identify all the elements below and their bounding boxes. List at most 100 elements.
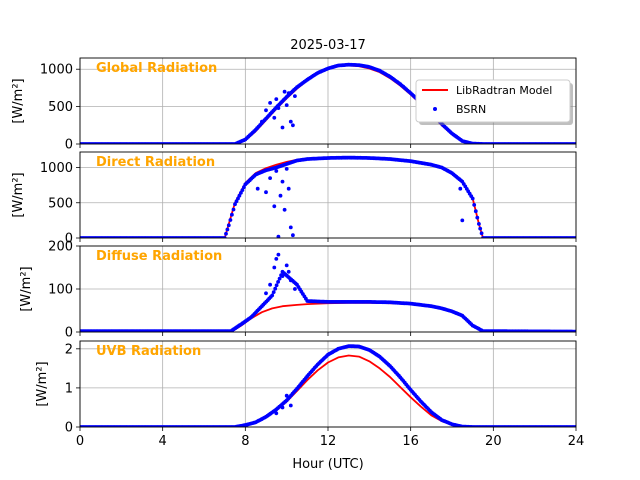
bsrn-point: [276, 280, 280, 284]
bsrn-point: [272, 204, 277, 209]
y-tick-label: 200: [48, 240, 73, 255]
bsrn-point: [280, 405, 285, 410]
x-tick-label: 24: [568, 434, 585, 449]
y-axis-label: [W/m²]: [35, 361, 50, 406]
bsrn-point: [284, 263, 289, 268]
bsrn-point: [274, 257, 279, 261]
bsrn-point: [574, 329, 576, 332]
bsrn-point: [470, 196, 475, 201]
bsrn-point: [280, 125, 285, 130]
bsrn-point: [242, 185, 246, 190]
bsrn-point: [460, 218, 465, 223]
bsrn-point: [274, 283, 279, 288]
axes-frame: [79, 57, 577, 145]
bsrn-point: [264, 291, 268, 296]
bsrn-point: [274, 169, 279, 173]
y-tick-label: 1000: [40, 161, 73, 176]
plot-area: [80, 155, 576, 238]
plot-area: [80, 252, 576, 332]
bsrn-point: [288, 403, 293, 408]
bsrn-point: [286, 91, 291, 95]
bsrn-point: [237, 193, 242, 198]
bsrn-point: [228, 218, 233, 222]
legend-box: [415, 79, 571, 123]
x-tick-label: 4: [159, 434, 167, 449]
bsrn-point: [274, 411, 279, 416]
bsrn-point: [282, 207, 287, 212]
bsrn-point: [479, 231, 484, 236]
bsrn-point: [264, 108, 268, 113]
x-tick-label: 0: [76, 434, 84, 449]
bsrn-point: [225, 227, 230, 232]
bsrn-point: [272, 265, 277, 270]
bsrn-point: [291, 123, 295, 128]
panel-title: Global Radiation: [96, 61, 217, 76]
bsrn-point: [284, 167, 289, 171]
y-axis-label: [W/m²]: [19, 266, 34, 311]
bsrn-point: [239, 191, 243, 195]
bsrn-point: [282, 89, 287, 94]
bsrn-point: [273, 286, 278, 291]
axes-frame: [79, 245, 577, 333]
bsrn-point: [226, 223, 231, 228]
bsrn-point: [233, 202, 237, 207]
axes-frame: [79, 151, 577, 239]
bsrn-point: [234, 199, 239, 204]
legend: LibRadtran Model BSRN: [415, 79, 573, 125]
bsrn-point: [478, 226, 483, 231]
bsrn-point: [286, 269, 291, 274]
bsrn-point: [284, 393, 289, 398]
bsrn-point: [475, 215, 480, 220]
bsrn-point: [280, 179, 285, 184]
bsrn-point: [288, 278, 293, 283]
bsrn-point: [574, 236, 576, 238]
y-axis-label: [W/m²]: [11, 172, 26, 217]
bsrn-point: [236, 196, 240, 201]
bsrn-point: [278, 193, 283, 198]
bsrn-point: [473, 209, 478, 214]
legend-model-label: LibRadtran Model: [456, 84, 552, 97]
panel-3: 0 100 200 [W/m²] Diffuse Radiation: [19, 240, 577, 341]
bsrn-point: [284, 103, 289, 107]
y-tick-label: 2: [65, 342, 73, 357]
legend-bsrn-swatch: [433, 107, 437, 111]
y-tick-label: 500: [48, 196, 73, 211]
x-tick-label: 16: [402, 434, 419, 449]
panel-title: Direct Radiation: [96, 155, 215, 170]
bsrn-point: [271, 290, 276, 294]
bsrn-point: [274, 97, 279, 101]
bsrn-point: [277, 276, 282, 281]
bsrn-point: [574, 142, 576, 144]
bsrn-point: [276, 252, 281, 257]
y-axis-label: [W/m²]: [11, 78, 26, 123]
bsrn-point: [472, 203, 477, 207]
y-tick-label: 1000: [40, 63, 73, 78]
x-tick-label: 8: [241, 434, 249, 449]
y-tick-label: 0: [65, 138, 73, 153]
bsrn-point: [288, 225, 293, 230]
panel-title: Diffuse Radiation: [96, 249, 222, 264]
x-tick-label: 20: [485, 434, 502, 449]
x-tick-label: 12: [320, 434, 337, 449]
bsrn-point: [268, 101, 272, 105]
bsrn-point: [260, 119, 264, 124]
bsrn-point: [230, 212, 234, 217]
y-tick-label: 100: [48, 283, 73, 298]
bsrn-point: [477, 222, 481, 226]
y-tick-label: 500: [48, 100, 73, 115]
bsrn-point: [288, 119, 293, 124]
x-axis-label: Hour (UTC): [292, 457, 363, 472]
bsrn-point: [291, 233, 295, 238]
legend-bsrn-label: BSRN: [456, 103, 486, 116]
bsrn-point: [270, 293, 275, 298]
bsrn-point: [293, 94, 297, 98]
axes-frame: [79, 340, 577, 428]
y-tick-label: 1: [65, 381, 73, 396]
bsrn-point: [272, 115, 277, 120]
bsrn-point: [255, 186, 260, 191]
y-tick-label: 0: [65, 232, 73, 247]
bsrn-point: [222, 236, 227, 238]
bsrn-point: [268, 282, 272, 287]
